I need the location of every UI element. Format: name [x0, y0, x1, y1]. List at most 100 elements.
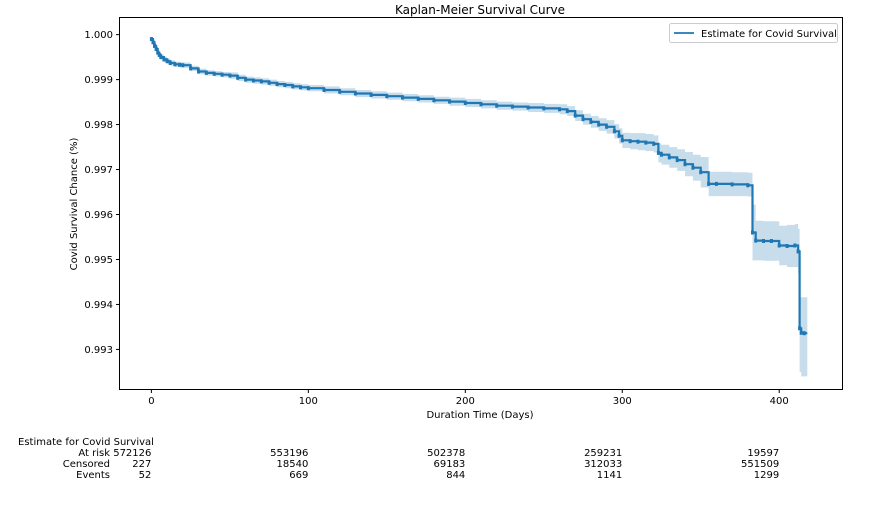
- censor-mark: [660, 152, 663, 157]
- x-tick-label: 400: [770, 396, 789, 407]
- censor-mark: [589, 119, 593, 124]
- censor-mark: [798, 326, 802, 331]
- censor-mark: [385, 94, 389, 99]
- censor-mark: [212, 71, 216, 76]
- y-tick-label: 0.995: [84, 255, 113, 266]
- censor-mark: [581, 117, 585, 122]
- legend: Estimate for Covid Survival: [669, 23, 838, 43]
- censor-mark: [675, 158, 679, 163]
- censor-mark: [762, 239, 765, 243]
- y-axis: 0.993 0.994 0.995 0.996 0.997 0.998 0.999 1.000: [84, 30, 120, 356]
- censor-mark: [168, 61, 172, 65]
- censor-mark: [652, 141, 656, 146]
- y-tick-label: 0.994: [84, 300, 113, 311]
- legend-box: [669, 23, 838, 43]
- y-tick-label: 0.999: [84, 75, 113, 86]
- censor-mark: [401, 95, 404, 100]
- at-risk-cell: 52: [138, 470, 152, 481]
- censor-mark: [542, 106, 546, 111]
- at-risk-row-label: Events: [76, 470, 110, 481]
- censor-mark: [236, 75, 240, 80]
- censor-mark: [154, 47, 158, 51]
- censor-mark: [244, 77, 248, 82]
- censor-mark: [769, 239, 773, 243]
- confidence-band: [151, 36, 808, 377]
- at-risk-cell: 69183: [433, 459, 466, 470]
- censor-mark: [178, 62, 182, 67]
- censor-mark: [267, 80, 271, 85]
- censor-mark: [432, 98, 436, 103]
- at-risk-cell: 572126: [113, 448, 152, 459]
- at-risk-cell: 312033: [584, 459, 623, 470]
- censor-mark: [667, 155, 671, 160]
- censor-mark: [157, 52, 161, 57]
- censor-mark: [416, 96, 420, 101]
- x-tick-label: 0: [148, 396, 154, 407]
- censor-mark: [448, 99, 452, 104]
- at-risk-cell: 259231: [584, 448, 623, 459]
- legend-entry: Estimate for Covid Survival: [701, 29, 837, 40]
- censor-mark: [153, 43, 156, 48]
- censor-mark: [617, 133, 621, 138]
- axes-frame: [119, 17, 843, 390]
- censor-mark: [628, 139, 632, 144]
- at-risk-cell: 227: [132, 459, 152, 470]
- censor-mark: [220, 72, 224, 77]
- at-risk-cell: 669: [289, 470, 309, 481]
- at-risk-cell: 553196: [270, 448, 309, 459]
- censor-mark: [151, 40, 155, 45]
- x-tick-label: 300: [613, 396, 632, 407]
- censor-mark: [338, 89, 342, 94]
- at-risk-cell: 1141: [596, 470, 623, 481]
- censor-mark: [159, 55, 163, 60]
- at-risk-cell: 844: [446, 470, 466, 481]
- censor-mark: [636, 139, 640, 144]
- censor-mark: [573, 113, 577, 118]
- censor-mark: [197, 69, 200, 74]
- censor-mark: [162, 57, 166, 62]
- censor-mark: [691, 165, 695, 170]
- at-risk-table-heading: Estimate for Covid Survival: [18, 437, 154, 448]
- censor-mark: [558, 107, 561, 112]
- at-risk-row-label: Censored: [62, 459, 110, 470]
- censor-mark: [799, 330, 803, 335]
- censor-mark: [605, 124, 609, 129]
- censor-mark: [656, 150, 660, 155]
- y-tick-label: 0.998: [84, 120, 113, 131]
- censor-mark: [369, 92, 373, 97]
- censor-mark: [793, 243, 797, 248]
- censor-mark: [802, 331, 806, 336]
- chart-title: Kaplan-Meier Survival Curve: [395, 3, 565, 17]
- x-axis: 0 100 200 300 400: [148, 389, 789, 407]
- censor-mark: [156, 50, 160, 55]
- censor-mark: [510, 104, 514, 109]
- at-risk-row-label: At risk: [78, 448, 110, 459]
- censor-mark: [751, 230, 754, 235]
- y-tick-label: 0.997: [84, 165, 113, 176]
- censor-mark: [565, 109, 569, 114]
- censor-mark: [479, 102, 483, 107]
- censor-mark: [306, 86, 310, 91]
- censor-mark: [283, 83, 287, 87]
- at-risk-cell: 1299: [753, 470, 780, 481]
- censor-mark: [149, 37, 153, 42]
- y-tick-label: 1.000: [84, 30, 113, 41]
- censor-mark: [204, 70, 208, 75]
- plot-area: [149, 36, 808, 377]
- at-risk-cell: 551509: [741, 459, 780, 470]
- censor-mark: [181, 63, 185, 68]
- censor-mark: [746, 183, 750, 188]
- censor-mark: [526, 105, 530, 110]
- censor-mark: [251, 78, 255, 83]
- x-tick-label: 100: [299, 396, 318, 407]
- censor-mark: [165, 59, 169, 64]
- censor-mark: [707, 181, 711, 186]
- censor-mark: [796, 249, 800, 254]
- censor-mark: [322, 88, 326, 92]
- censor-mark: [620, 138, 624, 143]
- censor-mark: [291, 84, 295, 89]
- censor-mark: [463, 101, 467, 105]
- censor-mark: [299, 85, 302, 90]
- x-tick-label: 200: [456, 396, 475, 407]
